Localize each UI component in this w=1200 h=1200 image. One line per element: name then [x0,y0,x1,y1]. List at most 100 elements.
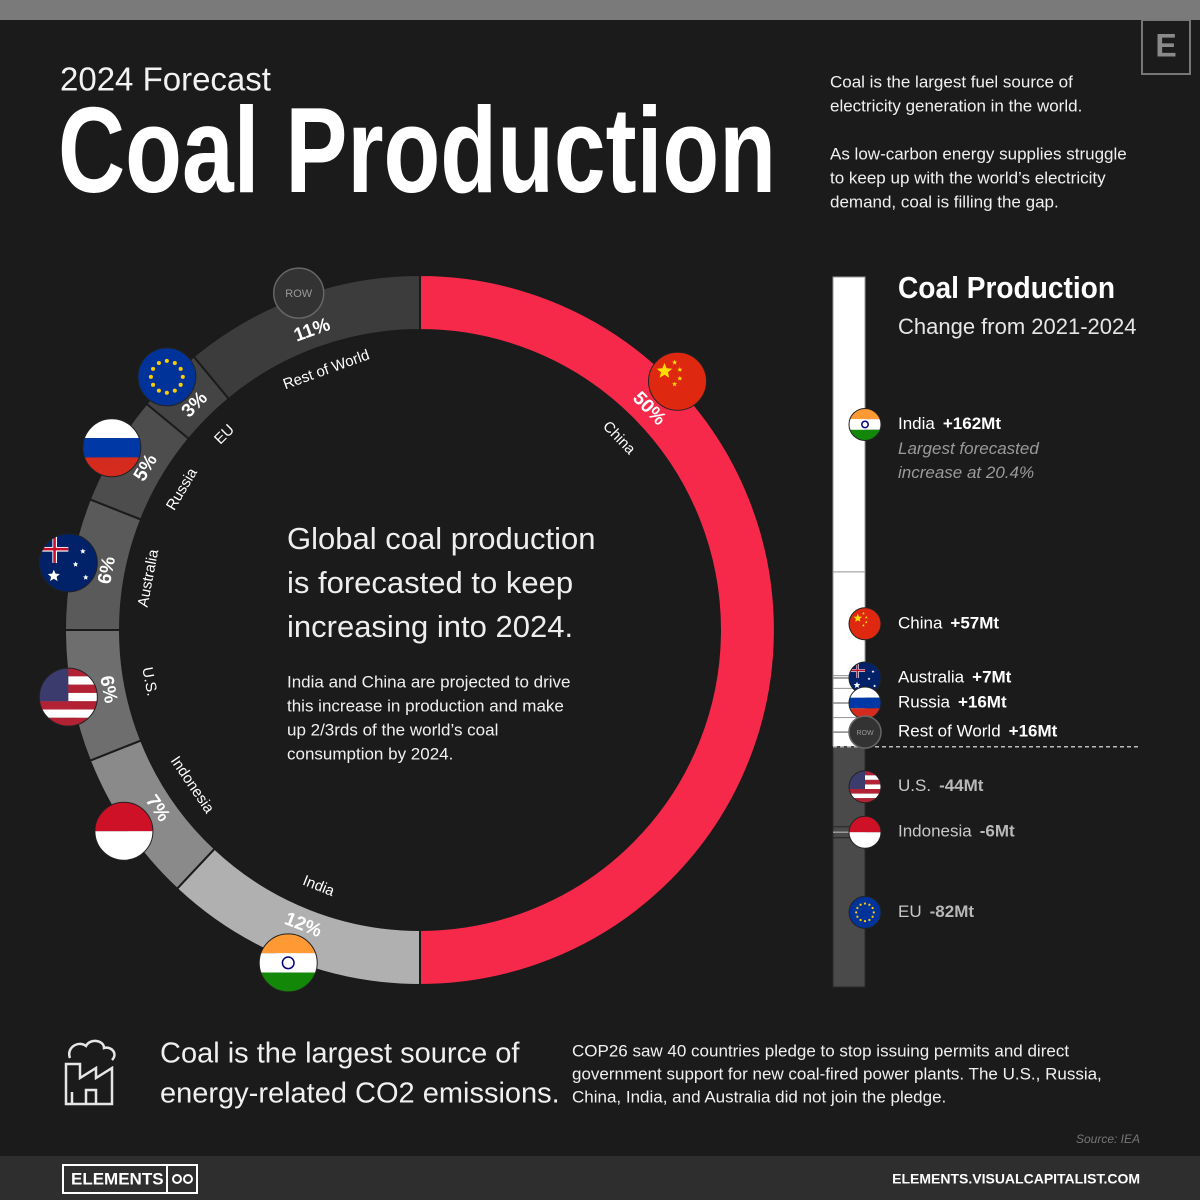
bar-category: Russia [898,692,951,711]
flag-part [151,382,156,387]
flag-ring [38,667,98,727]
flag-part [281,956,295,970]
bar-annotation: Largest forecasted [898,439,1039,458]
bar-value-label: -44Mt [939,776,984,795]
flag-body [849,607,881,640]
bar-category: EU [898,902,922,921]
flag-ring [137,347,197,407]
flag-part [82,418,141,439]
flag-body [39,533,98,592]
center-body: up 2/3rds of the world’s coal [287,720,498,739]
flag-part [39,717,98,727]
center-body: India and China are projected to drive [287,672,571,691]
badge-label: ROW [856,730,874,737]
flag-star [672,381,678,387]
flag [648,351,708,411]
flag-part [856,915,859,918]
flag-star [864,620,868,624]
flag-ring [848,407,882,441]
center-body: this increase in production and make [287,696,564,715]
footer-body: China, India, and Australia did not join… [572,1087,946,1106]
flag-body [849,816,881,849]
title: Coal Production [58,82,776,218]
bar-category: China [898,613,943,632]
brand-icon [172,1174,182,1184]
center-headline: is forecasted to keep [287,565,573,600]
flag [848,607,882,641]
intro-line: to keep up with the world’s electricity [830,168,1106,187]
brand-icon [183,1174,193,1184]
flag-part [178,382,183,387]
flag-part [172,361,177,366]
flag-body [259,933,318,992]
flag-part [871,906,874,910]
flag-body [849,896,881,929]
kicker: 2024 Forecast [60,61,271,98]
badge-circle [272,267,325,319]
flag-part [855,911,858,914]
intro-line: demand, coal is filling the gap. [830,192,1059,211]
flag-star [677,367,683,372]
flag-part [849,607,881,640]
flag-part [849,896,881,929]
bar-title: Coal Production [898,270,1115,305]
flag-part [259,972,318,992]
top-band [0,0,1200,20]
flag-part [856,662,859,678]
center-body: consumption by 2024. [287,744,453,763]
flag-part [861,420,869,429]
bar-annotation: increase at 20.4% [898,463,1034,482]
flag-part [849,798,881,803]
flag [848,815,882,849]
flag-part [863,920,867,923]
flag-part [178,366,183,371]
flag-part [856,906,859,910]
flag-part [849,832,881,849]
flag-part [156,388,161,393]
donut-segment [419,273,776,987]
bar-category: U.S. [898,776,931,795]
flag-part [39,709,98,718]
flag-part [872,911,875,914]
percent-label: 6% [94,555,120,586]
footer-body: COP26 saw 40 countries pledge to stop is… [572,1041,1069,1060]
flag-part [148,374,153,379]
flag-part [53,533,56,563]
flag-part [172,388,177,393]
bar-value-label: -82Mt [930,902,975,921]
bar-value-label: +16Mt [958,692,1007,711]
flag-body [82,418,141,477]
flag-ring [648,351,708,411]
footer-body: government support for new coal-fired po… [572,1064,1102,1083]
flag-star [853,681,861,688]
flag-ring [82,418,142,478]
factory-icon [64,1039,116,1106]
flag-part [164,390,169,395]
flag: ROW [848,715,882,749]
flag-part [849,429,881,441]
flag-part [82,438,141,458]
flag-body [849,687,881,719]
badge-circle [848,715,882,749]
flag-part [849,789,881,794]
flag-star [871,670,875,673]
flag-star [83,574,89,580]
flag-part [859,903,862,906]
flag-star [853,613,863,622]
flag [38,667,98,727]
flag-part [863,902,867,905]
flag-part [259,933,318,954]
flag-star [867,677,871,681]
flag-star [672,359,678,365]
flag-part [849,816,881,833]
flag-star [873,684,877,688]
flag-ring [38,533,98,593]
logo-box [1141,19,1191,75]
bar-category: Rest of World [898,722,1001,741]
footer-bar [0,1156,1200,1200]
percent-label: 6% [95,674,121,705]
donut-segment [192,273,421,401]
bar-value-label: +7Mt [972,667,1012,686]
